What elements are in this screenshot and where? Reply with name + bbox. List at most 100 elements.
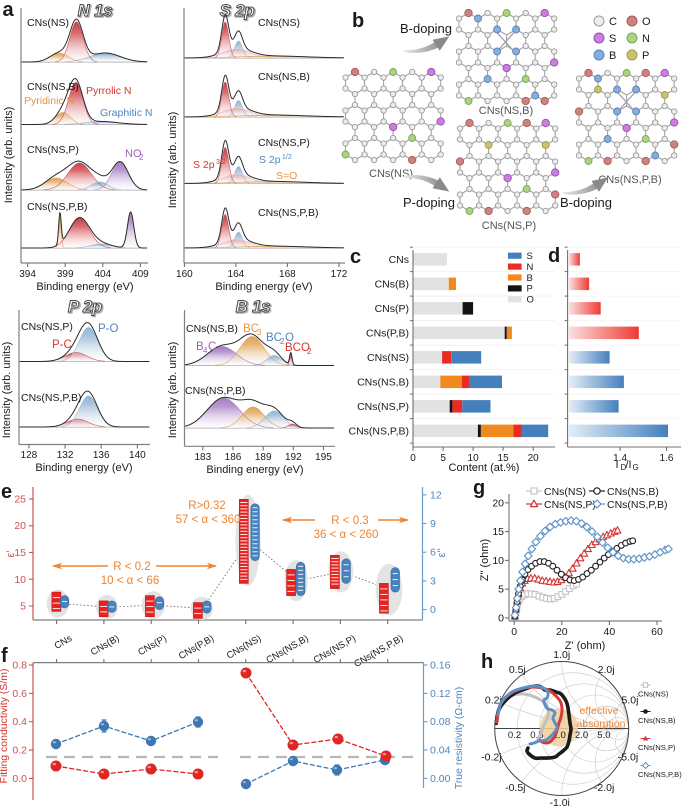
svg-text:140: 140 [129, 450, 146, 461]
svg-text:Z" (ohm): Z" (ohm) [479, 539, 491, 581]
svg-text:1/2: 1/2 [282, 154, 292, 161]
svg-text:-2.0j: -2.0j [594, 782, 614, 794]
svg-text:N 1s: N 1s [79, 3, 114, 21]
svg-text:1.0j: 1.0j [553, 649, 570, 661]
svg-text:BC: BC [266, 332, 282, 344]
svg-text:20: 20 [492, 497, 504, 509]
svg-text:5: 5 [498, 584, 504, 596]
svg-text:0.16: 0.16 [430, 660, 451, 672]
svg-text:B-doping: B-doping [400, 21, 452, 36]
svg-text:S 2p: S 2p [220, 2, 255, 20]
svg-text:f: f [1, 645, 8, 667]
svg-text:B: B [527, 273, 533, 284]
svg-text:189: 189 [255, 452, 272, 463]
svg-text:399: 399 [57, 269, 74, 280]
svg-text:36 < α < 260: 36 < α < 260 [314, 529, 379, 541]
svg-text:P: P [642, 50, 649, 62]
svg-text:128: 128 [21, 450, 38, 461]
svg-text:CNs(NS,P): CNs(NS,P) [638, 743, 676, 752]
svg-text:O: O [527, 295, 534, 306]
svg-text:0.00: 0.00 [430, 773, 451, 785]
svg-text:0.04: 0.04 [430, 745, 451, 757]
svg-text:ε': ε' [5, 550, 17, 557]
svg-text:True resistivity (Ω-cm): True resistivity (Ω-cm) [453, 687, 465, 790]
svg-text:0.4: 0.4 [12, 716, 27, 728]
svg-text:0.6: 0.6 [12, 688, 27, 700]
svg-text:CNs(NS,P,B): CNs(NS,P,B) [349, 425, 409, 437]
svg-text:D: D [621, 463, 627, 472]
svg-text:-5.0j: -5.0j [618, 752, 638, 764]
svg-text:B: B [196, 341, 204, 353]
svg-text:N 1s: N 1s [78, 2, 113, 20]
svg-text:3/2: 3/2 [216, 159, 226, 166]
svg-text:132: 132 [57, 450, 74, 461]
svg-text:R < 0.2: R < 0.2 [113, 561, 150, 573]
svg-text:168: 168 [279, 269, 296, 280]
svg-text:Binding energy (eV): Binding energy (eV) [35, 462, 132, 474]
svg-text:effective: effective [580, 705, 619, 717]
svg-text:d: d [548, 245, 560, 267]
svg-text:0: 0 [498, 613, 504, 625]
svg-text:-0.2j: -0.2j [481, 752, 501, 764]
svg-text:CNs(NS,B): CNs(NS,B) [258, 71, 310, 83]
svg-text:9: 9 [430, 518, 436, 530]
svg-text:CNs(NS,B): CNs(NS,B) [607, 486, 659, 498]
svg-text:1.4: 1.4 [613, 453, 627, 464]
svg-text:2.0: 2.0 [575, 730, 588, 741]
svg-text:S: S [609, 33, 616, 45]
svg-text:CNs(NS): CNs(NS) [258, 17, 300, 29]
svg-text:CNs(NS,B): CNs(NS,B) [479, 105, 533, 117]
svg-text:CNs(NS,B): CNs(NS,B) [357, 376, 409, 388]
svg-text:P: P [527, 284, 533, 295]
svg-text:0: 0 [410, 453, 416, 464]
svg-text:CNs(P,B): CNs(P,B) [366, 327, 409, 339]
svg-text:0.2: 0.2 [12, 745, 27, 757]
svg-text:57 < α < 360: 57 < α < 360 [176, 514, 241, 526]
svg-text:O: O [642, 16, 651, 28]
svg-text:20: 20 [14, 520, 26, 532]
svg-text:G: G [633, 463, 639, 472]
svg-text:6: 6 [430, 547, 436, 559]
svg-text:CNs(NS): CNs(NS) [638, 690, 669, 699]
svg-text:5: 5 [440, 453, 446, 464]
svg-text:CNs(NS,P,B): CNs(NS,P,B) [258, 207, 318, 219]
svg-text:CNs(NS,P): CNs(NS,P) [21, 321, 73, 333]
svg-text:0: 0 [430, 604, 436, 616]
svg-text:183: 183 [194, 452, 211, 463]
svg-text:P 2p: P 2p [69, 299, 103, 317]
svg-text:3: 3 [430, 575, 436, 587]
svg-text:394: 394 [19, 269, 36, 280]
svg-text:10 < α < 66: 10 < α < 66 [101, 575, 159, 587]
svg-text:P 2p: P 2p [68, 298, 102, 316]
svg-text:CNs(NS,P): CNs(NS,P) [544, 499, 596, 511]
svg-text:P-doping: P-doping [403, 195, 455, 210]
svg-text:Binding energy (eV): Binding energy (eV) [215, 281, 312, 293]
svg-text:R>0.32: R>0.32 [188, 500, 225, 512]
svg-text:15: 15 [498, 453, 510, 464]
svg-text:0.12: 0.12 [430, 688, 451, 700]
svg-text:0.5: 0.5 [530, 730, 543, 741]
svg-text:15: 15 [14, 547, 26, 559]
svg-text:Fitting conductivity (S/m): Fitting conductivity (S/m) [0, 669, 10, 784]
svg-text:40: 40 [604, 626, 616, 638]
svg-text:/I: /I [625, 459, 631, 471]
svg-text:BC: BC [243, 323, 259, 335]
svg-text:e: e [1, 481, 12, 503]
svg-text:160: 160 [176, 269, 193, 280]
svg-text:CNs(NS): CNs(NS) [27, 17, 69, 29]
svg-text:Content (at.%): Content (at.%) [449, 462, 520, 474]
svg-text:C: C [208, 341, 216, 353]
svg-text:2: 2 [139, 153, 144, 162]
svg-text:Binding energy (eV): Binding energy (eV) [206, 464, 303, 476]
svg-text:CNs(B): CNs(B) [375, 278, 409, 290]
svg-text:3: 3 [257, 328, 262, 337]
svg-text:136: 136 [93, 450, 110, 461]
svg-text:0.5j: 0.5j [509, 664, 526, 676]
svg-text:CNs(NS,P): CNs(NS,P) [258, 137, 310, 149]
svg-text:2.0j: 2.0j [598, 664, 615, 676]
svg-text:5.0j: 5.0j [622, 695, 639, 707]
svg-text:195: 195 [315, 452, 332, 463]
svg-text:192: 192 [285, 452, 302, 463]
svg-text:CNs(NS,B): CNs(NS,B) [27, 81, 79, 93]
svg-text:Pyridinic N: Pyridinic N [24, 95, 74, 107]
